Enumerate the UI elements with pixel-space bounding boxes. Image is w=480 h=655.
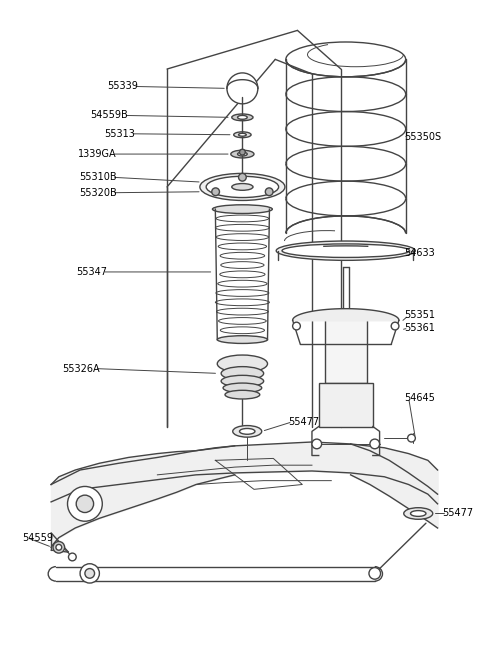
Ellipse shape bbox=[206, 176, 278, 198]
Text: 54645: 54645 bbox=[404, 392, 434, 403]
Ellipse shape bbox=[200, 174, 285, 200]
Ellipse shape bbox=[239, 134, 246, 136]
Circle shape bbox=[370, 439, 380, 449]
Circle shape bbox=[293, 322, 300, 330]
Circle shape bbox=[265, 188, 273, 196]
Circle shape bbox=[56, 544, 62, 550]
Ellipse shape bbox=[213, 205, 272, 214]
Ellipse shape bbox=[232, 183, 253, 191]
Text: 54559: 54559 bbox=[22, 533, 53, 542]
Ellipse shape bbox=[217, 336, 267, 343]
Ellipse shape bbox=[240, 428, 255, 434]
Circle shape bbox=[369, 568, 381, 579]
Text: 55347: 55347 bbox=[76, 267, 107, 277]
Circle shape bbox=[68, 487, 102, 521]
Text: 55313: 55313 bbox=[104, 129, 135, 139]
Circle shape bbox=[240, 149, 245, 155]
Circle shape bbox=[227, 73, 258, 104]
Ellipse shape bbox=[217, 355, 267, 373]
Text: 55326A: 55326A bbox=[62, 364, 99, 373]
Circle shape bbox=[212, 188, 219, 196]
Text: 55339: 55339 bbox=[107, 81, 138, 92]
Ellipse shape bbox=[233, 426, 262, 437]
Ellipse shape bbox=[282, 244, 409, 257]
Text: 55350S: 55350S bbox=[404, 132, 441, 141]
Text: 54559B: 54559B bbox=[91, 111, 128, 121]
Ellipse shape bbox=[404, 508, 433, 519]
Ellipse shape bbox=[276, 241, 415, 260]
Text: 55477: 55477 bbox=[288, 417, 319, 426]
Circle shape bbox=[239, 174, 246, 181]
Ellipse shape bbox=[231, 150, 254, 158]
Text: 55351: 55351 bbox=[404, 310, 435, 320]
Text: 55320B: 55320B bbox=[79, 188, 117, 198]
Text: 55361: 55361 bbox=[404, 323, 434, 333]
Text: 1339GA: 1339GA bbox=[78, 149, 117, 159]
Ellipse shape bbox=[221, 375, 264, 387]
Ellipse shape bbox=[238, 115, 247, 119]
Circle shape bbox=[85, 569, 95, 578]
Ellipse shape bbox=[221, 367, 264, 380]
Circle shape bbox=[53, 542, 65, 553]
Ellipse shape bbox=[410, 511, 426, 516]
Circle shape bbox=[76, 495, 94, 512]
Circle shape bbox=[80, 564, 99, 583]
Text: 55310B: 55310B bbox=[79, 172, 117, 182]
Text: 55477: 55477 bbox=[443, 508, 473, 519]
Circle shape bbox=[69, 553, 76, 561]
Bar bbox=[319, 383, 373, 426]
Ellipse shape bbox=[234, 132, 251, 138]
Text: 54633: 54633 bbox=[404, 248, 434, 257]
Ellipse shape bbox=[223, 383, 262, 393]
Ellipse shape bbox=[232, 114, 253, 121]
Circle shape bbox=[391, 322, 399, 330]
Circle shape bbox=[408, 434, 415, 442]
Circle shape bbox=[312, 439, 322, 449]
Ellipse shape bbox=[238, 152, 247, 156]
Bar bbox=[324, 310, 367, 383]
Ellipse shape bbox=[225, 390, 260, 399]
